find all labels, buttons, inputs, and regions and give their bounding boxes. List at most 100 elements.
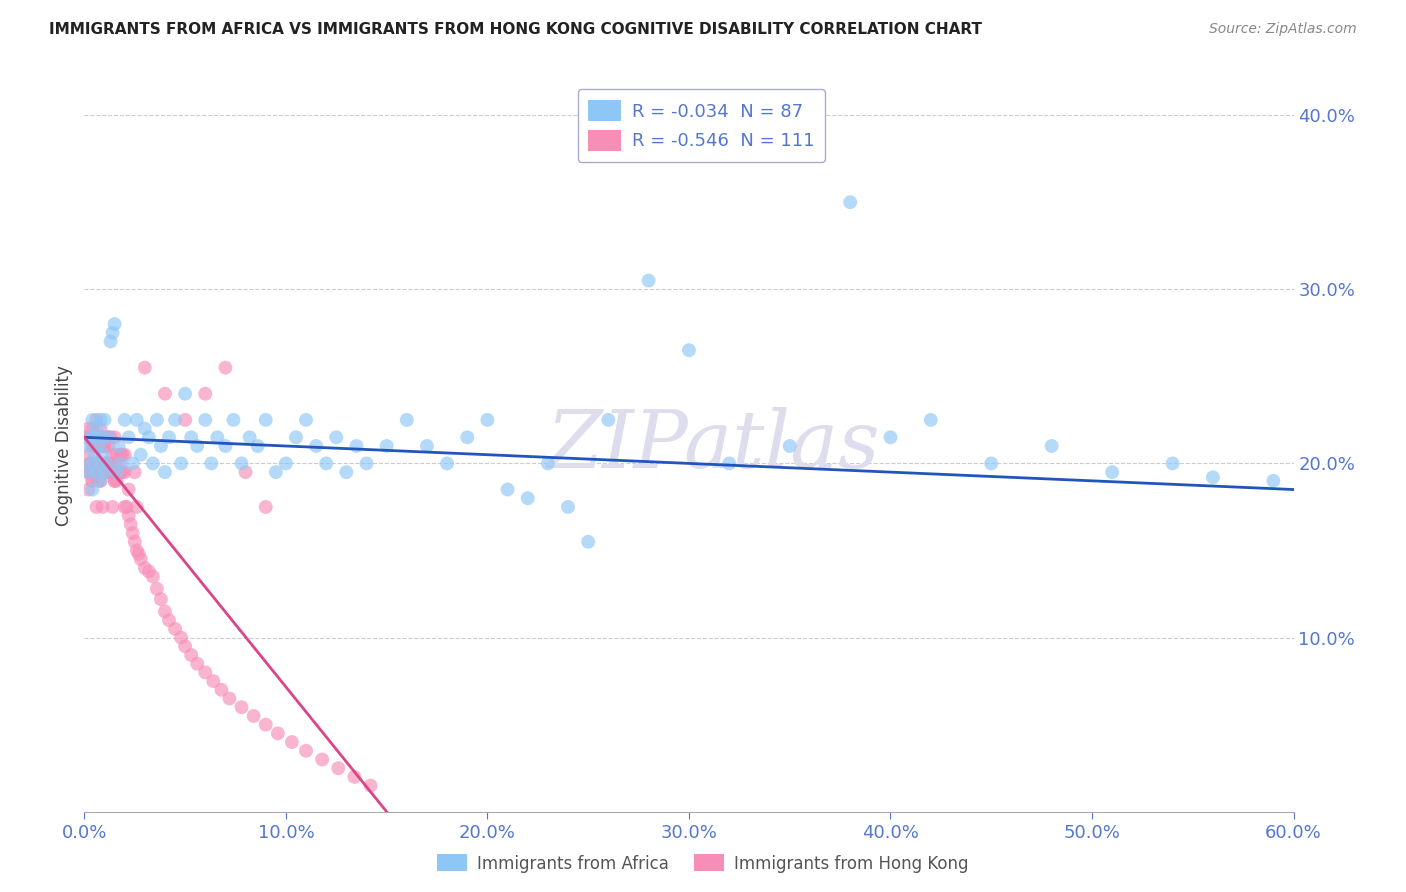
Immigrants from Hong Kong: [89, 474, 111, 488]
Immigrants from Hong Kong: [186, 657, 208, 671]
Immigrants from Hong Kong: [111, 448, 134, 462]
Immigrants from Africa: [516, 491, 538, 506]
Immigrants from Africa: [879, 430, 901, 444]
Immigrants from Africa: [718, 457, 741, 471]
Immigrants from Hong Kong: [134, 561, 156, 575]
Immigrants from Africa: [395, 413, 418, 427]
Immigrants from Africa: [214, 439, 236, 453]
Immigrants from Africa: [456, 430, 478, 444]
Immigrants from Africa: [83, 448, 105, 462]
Immigrants from Hong Kong: [105, 448, 128, 462]
Immigrants from Hong Kong: [202, 674, 225, 689]
Immigrants from Africa: [254, 413, 277, 427]
Immigrants from Africa: [839, 195, 862, 210]
Immigrants from Africa: [335, 465, 357, 479]
Immigrants from Africa: [100, 334, 122, 349]
Immigrants from Hong Kong: [91, 439, 114, 453]
Immigrants from Africa: [436, 457, 458, 471]
Immigrants from Africa: [678, 343, 700, 358]
Immigrants from Africa: [79, 457, 101, 471]
Immigrants from Hong Kong: [153, 604, 176, 618]
Immigrants from Africa: [153, 465, 176, 479]
Immigrants from Hong Kong: [129, 552, 152, 566]
Immigrants from Hong Kong: [75, 465, 97, 479]
Immigrants from Hong Kong: [267, 726, 290, 740]
Immigrants from Hong Kong: [101, 465, 124, 479]
Immigrants from Hong Kong: [97, 465, 120, 479]
Immigrants from Hong Kong: [75, 430, 97, 444]
Immigrants from Hong Kong: [96, 457, 118, 471]
Immigrants from Africa: [239, 430, 262, 444]
Immigrants from Hong Kong: [89, 465, 111, 479]
Immigrants from Hong Kong: [87, 439, 110, 453]
Immigrants from Hong Kong: [174, 413, 197, 427]
Immigrants from Hong Kong: [83, 439, 105, 453]
Immigrants from Hong Kong: [101, 448, 124, 462]
Immigrants from Africa: [91, 448, 114, 462]
Immigrants from Africa: [75, 439, 97, 453]
Immigrants from Africa: [416, 439, 439, 453]
Immigrants from Africa: [1263, 474, 1285, 488]
Immigrants from Africa: [222, 413, 245, 427]
Immigrants from Hong Kong: [91, 430, 114, 444]
Immigrants from Africa: [83, 430, 105, 444]
Immigrants from Hong Kong: [107, 457, 129, 471]
Immigrants from Hong Kong: [82, 439, 104, 453]
Immigrants from Hong Kong: [87, 474, 110, 488]
Immigrants from Hong Kong: [110, 448, 132, 462]
Immigrants from Hong Kong: [91, 500, 114, 514]
Immigrants from Africa: [97, 430, 120, 444]
Immigrants from Hong Kong: [114, 465, 136, 479]
Immigrants from Hong Kong: [100, 465, 122, 479]
Immigrants from Hong Kong: [235, 465, 257, 479]
Immigrants from Africa: [274, 457, 297, 471]
Immigrants from Hong Kong: [343, 770, 366, 784]
Immigrants from Africa: [295, 413, 318, 427]
Immigrants from Africa: [1161, 457, 1184, 471]
Immigrants from Hong Kong: [110, 448, 132, 462]
Immigrants from Africa: [170, 457, 193, 471]
Immigrants from Hong Kong: [124, 534, 146, 549]
Immigrants from Hong Kong: [83, 430, 105, 444]
Immigrants from Hong Kong: [165, 622, 187, 636]
Immigrants from Africa: [157, 430, 180, 444]
Immigrants from Hong Kong: [115, 500, 138, 514]
Immigrants from Africa: [346, 439, 368, 453]
Immigrants from Hong Kong: [153, 386, 176, 401]
Immigrants from Hong Kong: [170, 631, 193, 645]
Immigrants from Africa: [174, 386, 197, 401]
Immigrants from Africa: [138, 430, 160, 444]
Immigrants from Hong Kong: [89, 457, 111, 471]
Immigrants from Africa: [598, 413, 620, 427]
Immigrants from Africa: [105, 465, 128, 479]
Immigrants from Hong Kong: [87, 465, 110, 479]
Immigrants from Africa: [91, 430, 114, 444]
Immigrants from Africa: [125, 413, 148, 427]
Immigrants from Hong Kong: [86, 500, 108, 514]
Immigrants from Hong Kong: [77, 483, 100, 497]
Immigrants from Africa: [477, 413, 499, 427]
Text: ZIPatlas: ZIPatlas: [547, 408, 880, 484]
Immigrants from Hong Kong: [96, 457, 118, 471]
Immigrants from Hong Kong: [120, 517, 142, 532]
Immigrants from Hong Kong: [328, 761, 350, 775]
Immigrants from Hong Kong: [104, 474, 127, 488]
Immigrants from Hong Kong: [89, 421, 111, 435]
Immigrants from Africa: [79, 430, 101, 444]
Immigrants from Africa: [496, 483, 519, 497]
Y-axis label: Cognitive Disability: Cognitive Disability: [55, 366, 73, 526]
Immigrants from Africa: [186, 439, 208, 453]
Immigrants from Hong Kong: [209, 682, 232, 697]
Immigrants from Hong Kong: [138, 565, 160, 579]
Immigrants from Africa: [96, 457, 118, 471]
Immigrants from Africa: [114, 413, 136, 427]
Immigrants from Hong Kong: [104, 430, 127, 444]
Immigrants from Africa: [1202, 470, 1225, 484]
Immigrants from Africa: [1040, 439, 1063, 453]
Immigrants from Africa: [86, 465, 108, 479]
Immigrants from Hong Kong: [83, 430, 105, 444]
Immigrants from Africa: [87, 439, 110, 453]
Immigrants from Africa: [980, 457, 1002, 471]
Immigrants from Africa: [200, 457, 222, 471]
Immigrants from Hong Kong: [295, 744, 318, 758]
